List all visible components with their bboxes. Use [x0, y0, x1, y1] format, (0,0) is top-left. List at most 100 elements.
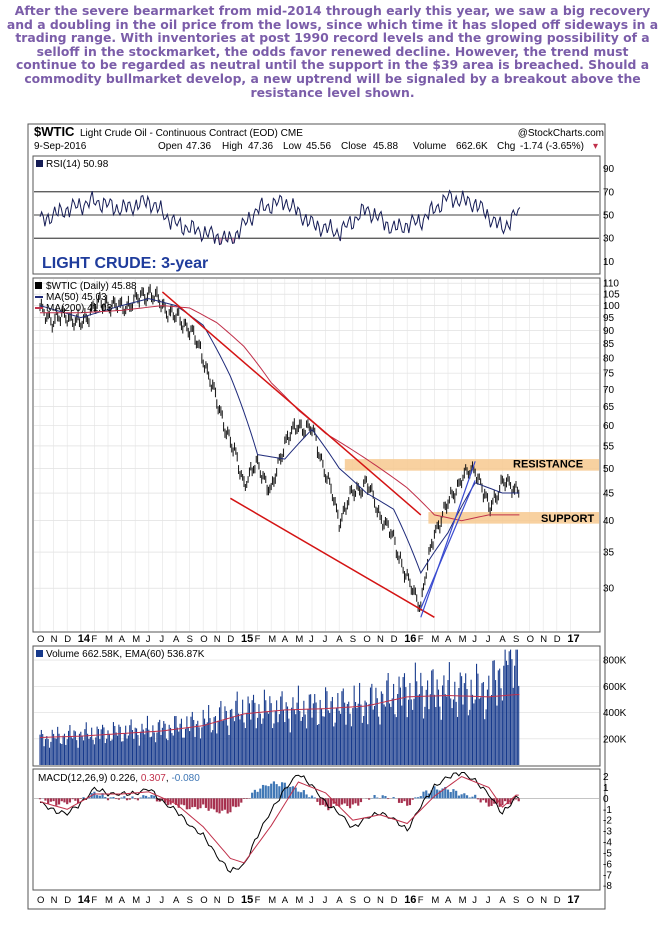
- resistance-band: [344, 459, 599, 471]
- x-tick-label: D: [554, 634, 561, 645]
- rsi-tick-label: 50: [603, 211, 615, 222]
- price-tick-label: 65: [603, 402, 615, 413]
- x-tick-label: D: [227, 895, 234, 906]
- volume-legend: Volume 662.58K, EMA(60) 536.87K: [46, 649, 205, 660]
- x-tick-label: A: [282, 895, 289, 906]
- x-tick-label: 17: [567, 894, 579, 906]
- chg-down-icon: ▾: [593, 141, 598, 152]
- rsi-tick-label: 90: [603, 164, 615, 175]
- macd-line: [39, 771, 520, 874]
- x-tick-label: F: [255, 634, 261, 645]
- price-legend-label: $WTIC (Daily) 45.88: [46, 281, 137, 292]
- price-tick-label: 50: [603, 464, 615, 475]
- x-tick-label: N: [377, 634, 384, 645]
- support-band: [428, 512, 599, 524]
- open-label: Open: [158, 141, 182, 152]
- volume-ema-line: [39, 694, 520, 738]
- x-tick-label: F: [91, 895, 97, 906]
- x-tick-label: J: [472, 634, 477, 645]
- rsi-tick-label: 30: [603, 234, 615, 245]
- rsi-line: [39, 189, 521, 246]
- x-tick-label: J: [309, 895, 314, 906]
- x-tick-label: F: [91, 634, 97, 645]
- x-tick-label: D: [64, 634, 71, 645]
- x-tick-label: A: [119, 634, 126, 645]
- price-tick-label: 110: [603, 279, 619, 290]
- price-legend-swatch: [35, 282, 42, 289]
- high-label: High: [222, 141, 243, 152]
- x-tick-label: D: [391, 895, 398, 906]
- macd-tick-label: -1: [603, 805, 612, 816]
- x-tick-label: S: [513, 895, 519, 906]
- macd-signal-value: 0.307: [141, 773, 166, 784]
- volume-legend-swatch: [36, 650, 43, 657]
- price-chart-title: LIGHT CRUDE: 3-year: [42, 255, 208, 272]
- x-tick-label: N: [377, 895, 384, 906]
- x-tick-label: A: [499, 895, 506, 906]
- x-tick-label: O: [200, 634, 207, 645]
- downtrend-lower-line: [230, 497, 435, 618]
- close-value: 45.88: [373, 141, 398, 152]
- price-tick-label: 55: [603, 441, 615, 452]
- price-tick-label: 30: [603, 584, 615, 595]
- x-tick-label: M: [459, 895, 467, 906]
- x-tick-label: J: [309, 634, 314, 645]
- macd-tick-label: 0: [603, 794, 609, 805]
- description-text: Light Crude Oil - Continuous Contract (E…: [80, 128, 278, 139]
- macd-tick-label: -2: [603, 816, 612, 827]
- macd-panel: 210-1-2-3-4-5-6-7-8 MACD(12,26,9) 0.226,…: [32, 768, 612, 892]
- x-tick-label: J: [159, 895, 164, 906]
- macd-tick-label: -6: [603, 859, 612, 870]
- price-panel: RESISTANCE SUPPORT 30 35 40 45 50 55 60 65 70 75 80 8…: [32, 277, 620, 633]
- x-tick-label: O: [527, 895, 534, 906]
- x-tick-label: A: [173, 634, 180, 645]
- rsi-legend: RSI(14) 50.98: [46, 159, 109, 170]
- high-value: 47.36: [248, 141, 273, 152]
- open-value: 47.36: [186, 141, 211, 152]
- chart-frame: [27, 123, 606, 910]
- x-tick-label: F: [418, 634, 424, 645]
- x-tick-label: 14: [78, 894, 91, 906]
- x-tick-label: A: [119, 895, 126, 906]
- x-tick-label: N: [540, 634, 547, 645]
- price-tick-label: 60: [603, 421, 615, 432]
- x-tick-label: S: [350, 634, 356, 645]
- price-tick-label: 70: [603, 385, 615, 396]
- x-tick-label: J: [323, 895, 328, 906]
- x-tick-label: M: [132, 634, 140, 645]
- chart-date: 9-Sep-2016: [34, 141, 87, 152]
- macd-tick-label: -7: [603, 870, 612, 881]
- x-tick-label: O: [37, 895, 44, 906]
- x-tick-label: J: [146, 895, 151, 906]
- macd-hist-value: -0.080: [171, 773, 200, 784]
- x-tick-label: O: [363, 634, 370, 645]
- x-tick-label: N: [540, 895, 547, 906]
- uptrend-upper-line: [420, 461, 476, 618]
- volume-tick-label: 600K: [603, 682, 627, 693]
- x-tick-label: O: [527, 634, 534, 645]
- x-tick-label: J: [486, 895, 491, 906]
- price-tick-label: 95: [603, 313, 615, 324]
- x-tick-label: J: [472, 895, 477, 906]
- uptrend-lower-line: [420, 480, 476, 609]
- x-tick-label: D: [227, 634, 234, 645]
- price-tick-label: 40: [603, 516, 615, 527]
- volume-tick-label: 200K: [603, 734, 627, 745]
- x-tick-label: A: [499, 634, 506, 645]
- x-tick-label: F: [255, 895, 261, 906]
- rsi-tick-label: 70: [603, 187, 615, 198]
- price-tick-label: 75: [603, 369, 615, 380]
- macd-legend: MACD(12,26,9) 0.226, 0.307, -0.080: [38, 773, 200, 784]
- exchange-text: CME: [281, 128, 304, 139]
- price-tick-label: 85: [603, 339, 615, 350]
- x-tick-label: O: [363, 895, 370, 906]
- x-tick-label: M: [105, 895, 113, 906]
- chart-symbol: $WTIC: [34, 124, 75, 139]
- x-tick-label: M: [268, 895, 276, 906]
- macd-tick-label: -5: [603, 848, 612, 859]
- x-tick-label: M: [295, 895, 303, 906]
- low-value: 45.56: [306, 141, 331, 152]
- volume-panel: 200K 400K 600K 800K Volume 662.58K, EMA(60)…: [32, 645, 627, 767]
- x-tick-label: 16: [404, 633, 416, 645]
